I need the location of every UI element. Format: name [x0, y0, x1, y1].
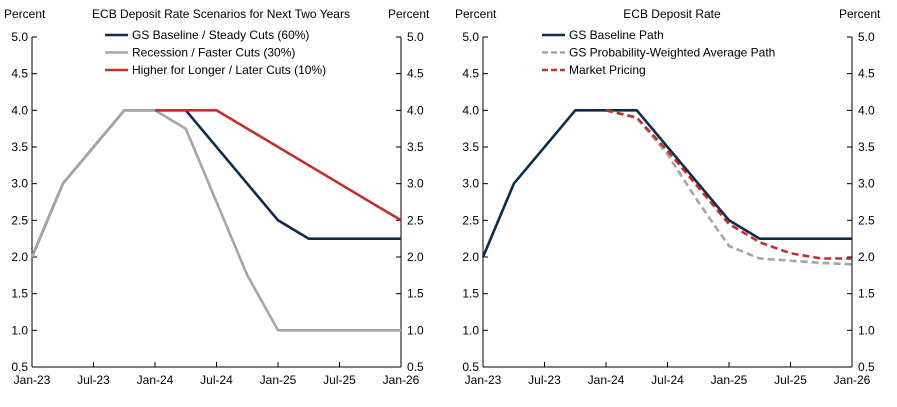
left-chart-left-ytick-label: 2.0 — [11, 250, 28, 264]
right-chart-series-2-line — [605, 109, 853, 266]
right-chart-left-ytick-label: 5.0 — [462, 30, 479, 44]
left-chart-left-ytick-label: 1.0 — [11, 323, 28, 337]
right-chart-legend-label-1: GS Baseline Path — [569, 28, 664, 42]
left-chart-xtick-label: Jan-26 — [383, 373, 420, 387]
left-chart-xtick-label: Jan-25 — [260, 373, 297, 387]
left-chart-left-ytick-label: 3.5 — [11, 140, 28, 154]
right-chart: Percent Percent ECB Deposit Rate 0.5 0.5 1.0 1… — [455, 7, 881, 387]
right-chart-left-ytick-label: 2.0 — [462, 250, 479, 264]
left-chart-left-ytick-label: 5.0 — [11, 30, 28, 44]
left-chart-left-ytick-label: 3.0 — [11, 177, 28, 191]
right-chart-legend-label-3: Market Pricing — [569, 63, 646, 77]
left-chart-xtick-label: Jan-23 — [14, 373, 51, 387]
left-chart-right-ytick-label: 3.5 — [407, 140, 424, 154]
left-chart-right-ytick-label: 1.5 — [407, 287, 424, 301]
right-chart-left-ytick-label: 2.5 — [462, 213, 479, 227]
right-chart-right-ytick-label: 4.0 — [858, 103, 875, 117]
right-chart-right-ytick-label: 0.5 — [858, 360, 875, 374]
right-chart-left-unit-label: Percent — [455, 7, 497, 21]
left-chart-legend-label-2: Recession / Faster Cuts (30%) — [132, 46, 295, 60]
right-chart-xtick-label: Jan-26 — [834, 373, 871, 387]
left-chart-series-1-line — [30, 109, 401, 258]
right-chart-left-ytick-label: 0.5 — [462, 360, 479, 374]
left-chart-right-ytick-label: 2.0 — [407, 250, 424, 264]
right-chart-right-ytick-label: 2.5 — [858, 213, 875, 227]
right-chart-right-ytick-label: 2.0 — [858, 250, 875, 264]
left-chart: Percent Percent ECB Deposit Rate Scenarios… — [4, 7, 430, 387]
right-chart-left-ytick-label: 3.0 — [462, 177, 479, 191]
right-chart-left-ytick-label: 1.0 — [462, 323, 479, 337]
left-chart-xtick-label: Jul-24 — [200, 373, 233, 387]
right-chart-right-ytick-label: 1.5 — [858, 287, 875, 301]
left-chart-legend-label-3: Higher for Longer / Later Cuts (10%) — [132, 63, 326, 77]
right-chart-legend-label-2: GS Probability-Weighted Average Path — [569, 46, 775, 60]
left-chart-left-unit-label: Percent — [4, 7, 46, 21]
right-chart-left-ytick-label: 1.5 — [462, 287, 479, 301]
right-chart-xtick-label: Jul-24 — [651, 373, 684, 387]
right-chart-left-ytick-label: 4.5 — [462, 67, 479, 81]
left-chart-series-3-line — [155, 109, 402, 222]
left-chart-xtick-label: Jul-23 — [77, 373, 110, 387]
left-chart-right-ytick-label: 1.0 — [407, 323, 424, 337]
right-chart-title: ECB Deposit Rate — [623, 7, 721, 21]
left-chart-right-ytick-label: 4.5 — [407, 67, 424, 81]
right-chart-right-ytick-label: 3.0 — [858, 177, 875, 191]
left-chart-right-unit-label: Percent — [388, 7, 430, 21]
left-chart-right-ytick-label: 5.0 — [407, 30, 424, 44]
right-chart-right-ytick-label: 3.5 — [858, 140, 875, 154]
left-chart-left-ytick-label: 1.5 — [11, 287, 28, 301]
right-chart-xtick-label: Jan-25 — [711, 373, 748, 387]
right-chart-right-ytick-label: 5.0 — [858, 30, 875, 44]
left-chart-right-ytick-label: 0.5 — [407, 360, 424, 374]
left-chart-left-ytick-label: 0.5 — [11, 360, 28, 374]
right-chart-right-ytick-label: 1.0 — [858, 323, 875, 337]
left-chart-right-ytick-label: 4.0 — [407, 103, 424, 117]
left-chart-left-ytick-label: 4.5 — [11, 67, 28, 81]
left-chart-xtick-label: Jan-24 — [137, 373, 174, 387]
right-chart-left-ytick-label: 4.0 — [462, 103, 479, 117]
left-chart-left-ytick-label: 4.0 — [11, 103, 28, 117]
right-chart-xtick-label: Jan-24 — [588, 373, 625, 387]
right-chart-xtick-label: Jul-25 — [774, 373, 807, 387]
left-chart-right-ytick-label: 3.0 — [407, 177, 424, 191]
left-chart-legend-label-1: GS Baseline / Steady Cuts (60%) — [132, 28, 309, 42]
right-chart-series-1-line — [481, 109, 852, 258]
left-chart-right-ytick-label: 2.5 — [407, 213, 424, 227]
left-chart-title: ECB Deposit Rate Scenarios for Next Two … — [92, 7, 350, 21]
right-chart-left-ytick-label: 3.5 — [462, 140, 479, 154]
right-chart-xtick-label: Jan-23 — [465, 373, 502, 387]
right-chart-xtick-label: Jul-23 — [528, 373, 561, 387]
right-chart-series-3-line — [605, 109, 852, 260]
left-chart-series-2-line — [30, 109, 401, 332]
right-chart-right-unit-label: Percent — [839, 7, 881, 21]
right-chart-right-ytick-label: 4.5 — [858, 67, 875, 81]
left-chart-xtick-label: Jul-25 — [323, 373, 356, 387]
left-chart-left-ytick-label: 2.5 — [11, 213, 28, 227]
